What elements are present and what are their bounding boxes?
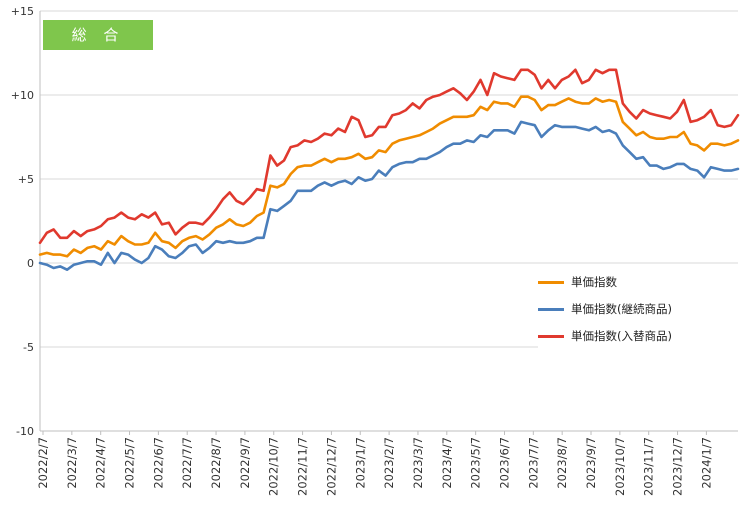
x-tick-label: 2022/8/7 [209,437,223,489]
x-tick-label: 2022/10/7 [267,437,281,496]
y-tick-label: 0 [27,257,34,270]
y-tick-label: +15 [11,5,34,18]
series-line-0 [38,95,740,258]
legend-swatch-unit-price-index [538,281,564,284]
x-tick-label: 2022/5/7 [123,437,137,489]
x-tick-label: 2023/11/7 [642,437,656,496]
legend-swatch-continuing-products [538,308,564,311]
x-tick-label: 2023/1/7 [353,437,367,489]
x-tick-label: 2023/8/7 [555,437,569,489]
legend-item-continuing-products: 単価指数(継続商品) [538,299,738,319]
total-badge: 総 合 [43,20,153,50]
x-tick-label: 2023/10/7 [613,437,627,496]
series-line-1 [38,120,740,272]
y-tick-label: +5 [18,173,34,186]
legend-label-unit-price-index: 単価指数 [571,275,617,289]
legend-item-unit-price-index: 単価指数 [538,272,738,292]
x-tick-label: 2023/2/7 [382,437,396,489]
x-tick-label: 2024/1/7 [699,437,713,489]
series-line-2 [38,68,740,245]
x-tick-label: 2022/4/7 [94,437,108,489]
x-tick-label: 2022/11/7 [296,437,310,496]
x-tick-label: 2022/9/7 [238,437,252,489]
legend-label-continuing-products: 単価指数(継続商品) [571,302,672,316]
x-tick-label: 2023/9/7 [584,437,598,489]
y-tick-label: -10 [16,425,34,438]
legend-swatch-replaced-products [538,335,564,338]
y-tick-label: +10 [11,89,34,102]
legend-item-replaced-products: 単価指数(入替商品) [538,326,738,346]
y-tick-label: -5 [23,341,34,354]
legend-label-replaced-products: 単価指数(入替商品) [571,329,672,343]
x-tick-label: 2022/2/7 [36,437,50,489]
x-tick-label: 2023/4/7 [440,437,454,489]
x-tick-label: 2023/12/7 [671,437,685,496]
x-tick-label: 2022/7/7 [180,437,194,489]
x-tick-label: 2022/3/7 [65,437,79,489]
x-tick-label: 2022/6/7 [151,437,165,489]
legend: 単価指数 単価指数(継続商品) 単価指数(入替商品) [538,270,738,348]
x-tick-label: 2023/3/7 [411,437,425,489]
x-tick-label: 2023/6/7 [497,437,511,489]
x-tick-label: 2022/12/7 [324,437,338,496]
x-tick-label: 2023/5/7 [469,437,483,489]
x-tick-label: 2023/7/7 [526,437,540,489]
